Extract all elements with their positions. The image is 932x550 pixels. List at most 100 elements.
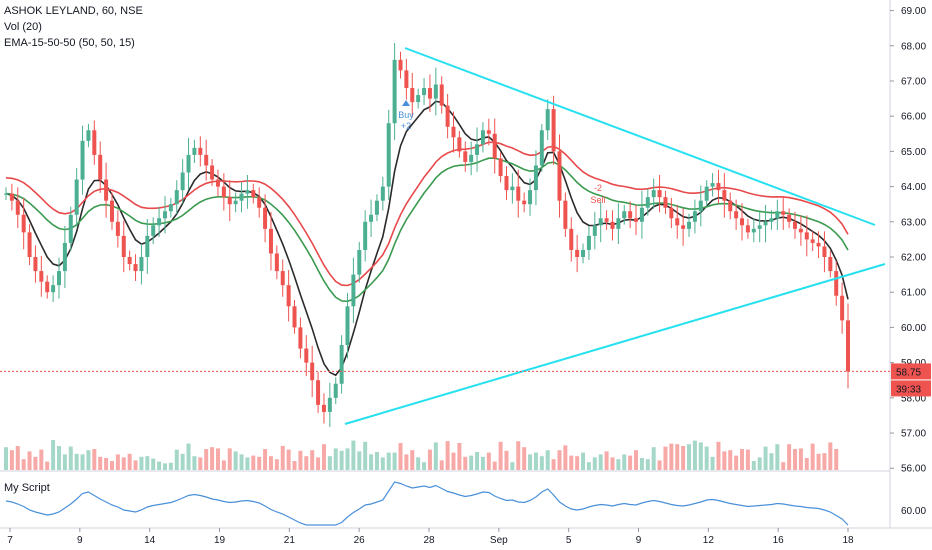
chart-grid bbox=[0, 0, 932, 529]
candle-body bbox=[522, 200, 527, 205]
candle-body bbox=[280, 271, 285, 286]
candle-body bbox=[210, 165, 215, 180]
volume-bar bbox=[210, 447, 215, 470]
candle-body bbox=[651, 190, 656, 198]
volume-bar bbox=[769, 453, 774, 470]
volume-bar bbox=[657, 460, 662, 470]
candle-body bbox=[751, 228, 756, 233]
volume-bar bbox=[198, 457, 203, 470]
volume-bar bbox=[716, 441, 721, 470]
volume-bar bbox=[751, 461, 756, 470]
volume-bar bbox=[145, 456, 150, 470]
volume-bar bbox=[469, 455, 474, 470]
candle-body bbox=[404, 70, 409, 89]
candle-body bbox=[145, 235, 150, 258]
countdown-badge bbox=[891, 380, 931, 397]
countdown-label: 39:33 bbox=[896, 384, 921, 395]
candle-body bbox=[793, 221, 798, 229]
volume-bar bbox=[380, 457, 385, 470]
time-tick-label: 9 bbox=[636, 535, 642, 546]
time-tick-label: 21 bbox=[284, 535, 296, 546]
volume-bar bbox=[439, 460, 444, 470]
volume-bar bbox=[221, 460, 226, 470]
volume-bar bbox=[551, 459, 556, 470]
volume-bar bbox=[592, 457, 597, 470]
time-tick-label: 19 bbox=[214, 535, 226, 546]
ema-mid-line bbox=[5, 157, 849, 303]
time-tick-label: 9 bbox=[77, 535, 83, 546]
volume-bar bbox=[86, 450, 91, 470]
candle-body bbox=[545, 109, 550, 131]
volume-bar bbox=[416, 457, 421, 470]
volume-bar bbox=[80, 454, 85, 470]
signal-annotations: Buy+2 -2 Sell bbox=[398, 100, 606, 205]
volume-bar bbox=[763, 446, 768, 470]
volume-bar bbox=[168, 462, 173, 470]
volume-bar bbox=[21, 459, 26, 470]
time-tick-label: 7 bbox=[7, 535, 13, 546]
candle-body bbox=[204, 154, 209, 166]
candle-body bbox=[563, 200, 568, 229]
candle-body bbox=[604, 218, 609, 222]
volume-bars bbox=[4, 440, 839, 470]
price-axis[interactable]: 69.00 68.00 67.00 66.00 65.00 64.00 63.00 62.00… bbox=[890, 6, 931, 517]
volume-bar bbox=[386, 452, 391, 470]
volume-bar bbox=[804, 458, 809, 470]
volume-bar bbox=[569, 455, 574, 470]
volume-bar bbox=[74, 453, 79, 470]
volume-bar bbox=[557, 450, 562, 470]
price-tick-label: 57.00 bbox=[901, 429, 926, 440]
volume-bar bbox=[192, 456, 197, 470]
candle-body bbox=[286, 285, 291, 307]
volume-bar bbox=[139, 456, 144, 470]
candle-body bbox=[492, 133, 497, 159]
candle-body bbox=[98, 154, 103, 180]
time-axis[interactable]: 7 9 14 19 21 26 28 Sep 5 9 12 16 18 bbox=[7, 528, 854, 546]
candle-body bbox=[480, 130, 485, 145]
candle-body bbox=[427, 88, 432, 99]
buy-arrow-icon bbox=[402, 100, 410, 106]
volume-bar bbox=[227, 448, 232, 470]
volume-bar bbox=[728, 450, 733, 470]
candle-body bbox=[39, 271, 44, 282]
candle-body bbox=[498, 158, 503, 177]
volume-bar bbox=[233, 451, 238, 470]
candle-body bbox=[451, 126, 456, 138]
volume-bar bbox=[316, 457, 321, 470]
upper-trendline bbox=[404, 47, 876, 226]
price-tick-label: 67.00 bbox=[901, 76, 926, 87]
ema-indicator-label: EMA-15-50-50 (50, 50, 15) bbox=[4, 37, 135, 49]
volume-bar bbox=[33, 456, 38, 470]
volume-bar bbox=[151, 458, 156, 470]
volume-bar bbox=[451, 452, 456, 470]
volume-bar bbox=[787, 444, 792, 470]
lower-trendline bbox=[344, 263, 886, 425]
script-tick-label: 60.00 bbox=[901, 506, 926, 517]
candle-body bbox=[21, 214, 26, 233]
volume-bar bbox=[645, 459, 650, 470]
candle-body bbox=[374, 200, 379, 215]
volume-bar bbox=[292, 461, 297, 470]
candle-body bbox=[445, 105, 450, 127]
volume-bar bbox=[162, 463, 167, 470]
candle-body bbox=[304, 348, 309, 363]
candle-body bbox=[716, 183, 721, 191]
volume-bar bbox=[639, 458, 644, 470]
candle-body bbox=[416, 95, 421, 103]
volume-bar bbox=[545, 450, 550, 470]
price-tick-label: 61.00 bbox=[901, 288, 926, 299]
volume-bar bbox=[433, 442, 438, 470]
volume-bar bbox=[722, 451, 727, 470]
volume-bar bbox=[133, 460, 138, 470]
candle-body bbox=[251, 190, 256, 198]
volume-bar bbox=[345, 448, 350, 470]
volume-bar bbox=[775, 444, 780, 470]
volume-bar bbox=[45, 461, 50, 470]
candle-body bbox=[174, 190, 179, 205]
candle-body bbox=[763, 221, 768, 226]
volume-bar bbox=[62, 454, 67, 470]
volume-bar bbox=[828, 442, 833, 470]
candle-body bbox=[215, 179, 220, 187]
candle-body bbox=[92, 130, 97, 155]
